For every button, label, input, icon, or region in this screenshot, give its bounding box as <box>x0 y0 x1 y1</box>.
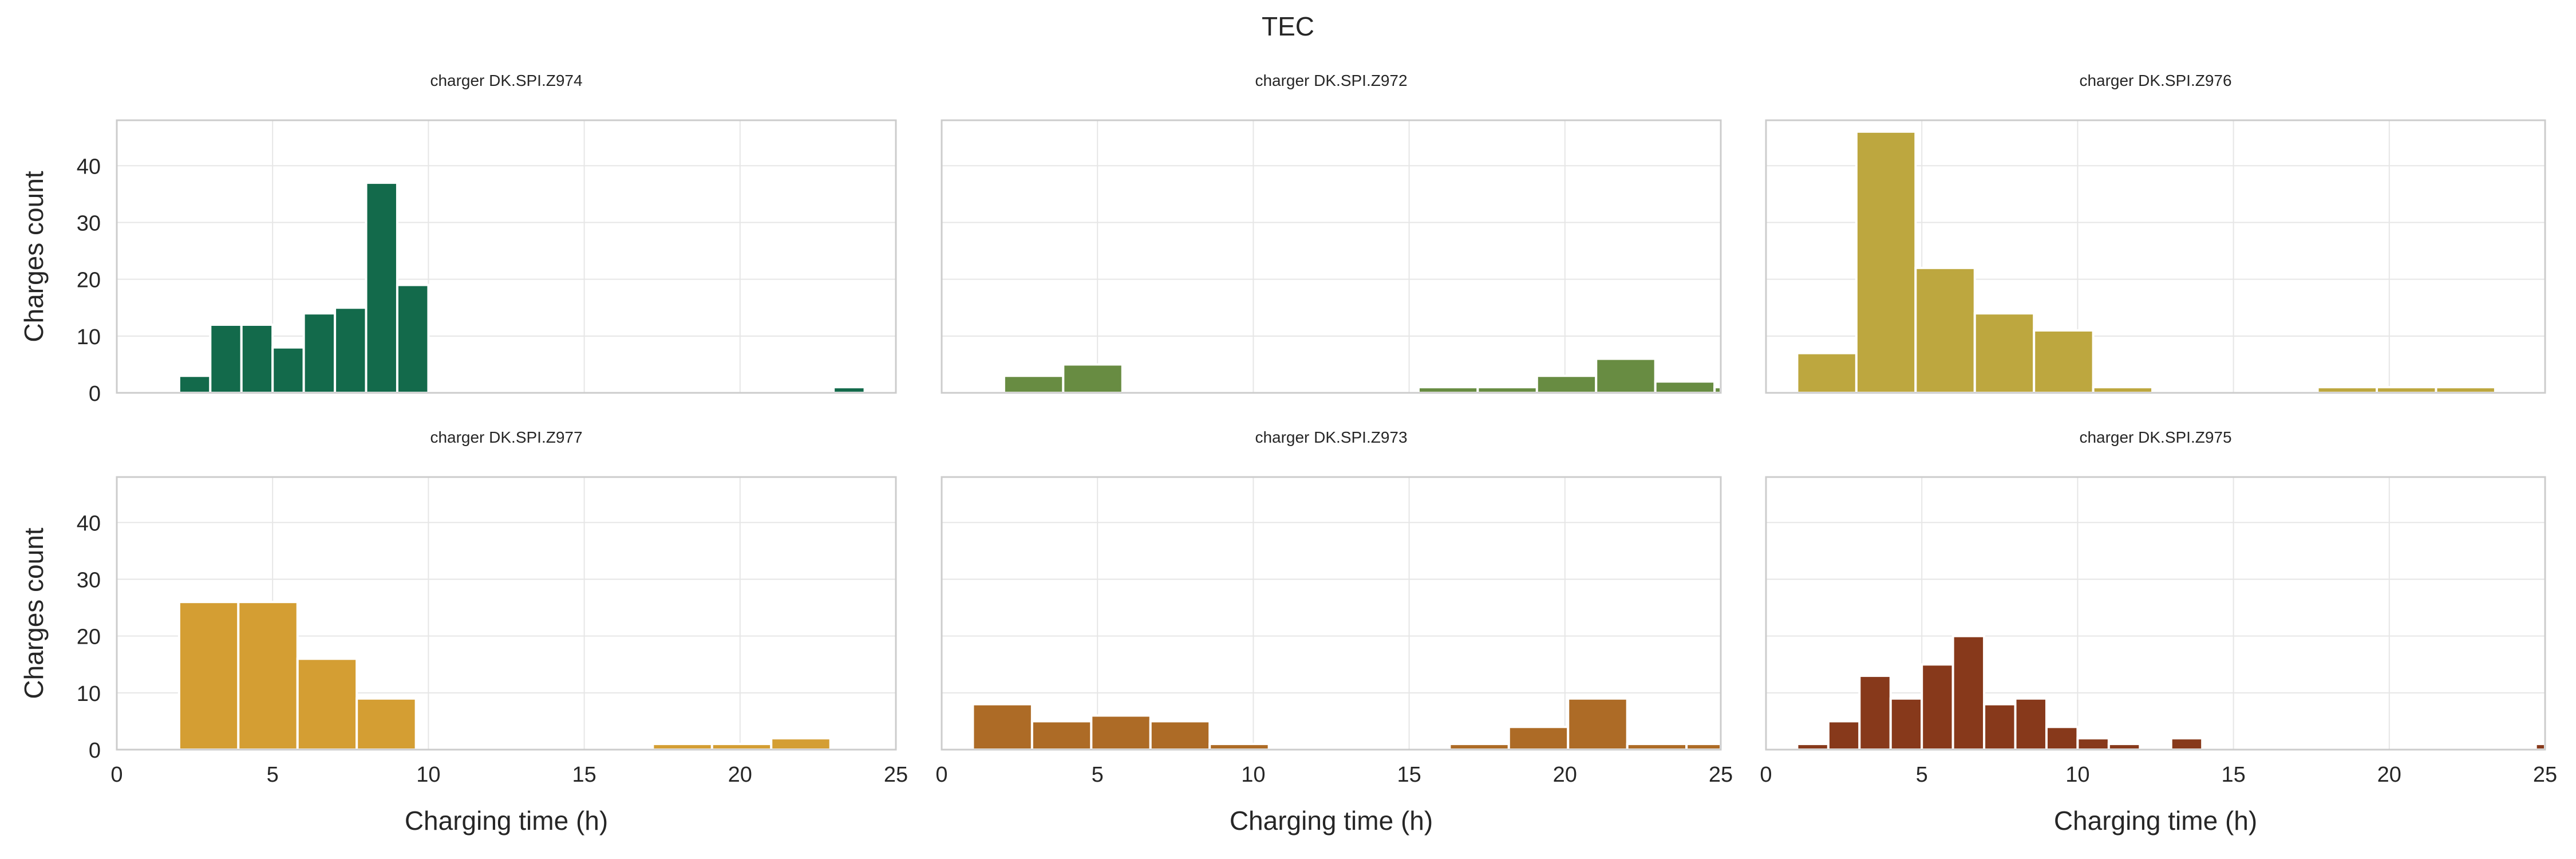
histogram-bar <box>1951 635 1986 751</box>
y-tick-label: 20 <box>77 269 101 293</box>
histogram-bar <box>1858 675 1892 751</box>
x-axis-label: Charging time (h) <box>1230 806 1433 836</box>
y-tick-label: 10 <box>77 325 101 349</box>
y-axis-label: Charges count <box>19 527 49 699</box>
histogram-bar <box>296 657 358 751</box>
histogram-bar <box>1914 266 1976 395</box>
histogram-bar <box>1002 375 1065 394</box>
plot-frame <box>116 476 897 751</box>
x-tick-label: 0 <box>1760 763 1772 787</box>
subplot: charger DK.SPI.Z973 0 5 10 15 20 25 Charging ti… <box>935 428 1733 836</box>
histogram-bar <box>770 737 832 751</box>
x-tick-label: 0 <box>110 763 123 787</box>
y-tick-label: 40 <box>77 155 101 179</box>
subplot: charger DK.SPI.Z975 0 5 10 15 20 25 Charging ti… <box>1760 428 2557 836</box>
subplot-title: charger DK.SPI.Z977 <box>430 428 582 446</box>
x-tick-label: 0 <box>935 763 947 787</box>
plot-frame <box>116 119 897 394</box>
x-tick-label: 20 <box>2377 763 2401 787</box>
histogram-bar <box>271 346 305 395</box>
y-tick-label: 0 <box>89 739 101 763</box>
x-tick-label: 10 <box>2065 763 2089 787</box>
x-tick-label: 15 <box>2221 763 2245 787</box>
subplot-title: charger DK.SPI.Z972 <box>1255 72 1407 89</box>
histogram-bar <box>1567 697 1629 751</box>
histogram-bar <box>2076 737 2110 751</box>
x-tick-label: 25 <box>2533 763 2557 787</box>
y-tick-label: 40 <box>77 511 101 535</box>
x-tick-label: 15 <box>1397 763 1421 787</box>
x-axis-label: Charging time (h) <box>2054 806 2257 836</box>
histogram-bar <box>1535 375 1598 394</box>
histogram-bar <box>1796 352 1858 394</box>
x-tick-label: 25 <box>884 763 908 787</box>
histogram-bar <box>302 312 337 395</box>
y-tick-label: 30 <box>77 212 101 236</box>
plot-frame <box>1765 476 2546 751</box>
histogram-bar <box>2014 697 2048 751</box>
histogram-bar <box>209 324 243 394</box>
subplot: charger DK.SPI.Z977 0 10 20 30 40 Charges coun… <box>19 428 908 836</box>
x-tick-label: 20 <box>728 763 752 787</box>
x-tick-label: 5 <box>267 763 279 787</box>
histogram-bar <box>1889 697 1923 751</box>
histogram-bar <box>1030 720 1093 751</box>
histogram-bar <box>240 324 274 394</box>
plot-frame <box>941 476 1722 751</box>
plot-frame <box>1765 119 2546 394</box>
histogram-bar <box>1973 312 2036 395</box>
histogram-bar <box>1090 714 1152 751</box>
histogram-bar <box>1827 720 1861 751</box>
histogram-bar <box>177 601 240 751</box>
histogram-bar <box>2033 329 2095 395</box>
histogram-bar <box>365 182 398 394</box>
y-tick-label: 0 <box>89 382 101 406</box>
subplot-title: charger DK.SPI.Z973 <box>1255 428 1407 446</box>
histogram-bar <box>1149 720 1211 751</box>
histogram-bar <box>237 601 299 751</box>
subplot: charger DK.SPI.Z976 <box>1765 72 2546 395</box>
figure-title: TEC <box>1262 11 1314 41</box>
plot-frame <box>941 119 1722 394</box>
subplot: charger DK.SPI.Z972 <box>941 72 1722 395</box>
histogram-bar <box>355 697 417 751</box>
subplot-title: charger DK.SPI.Z976 <box>2079 72 2231 89</box>
subplot: charger DK.SPI.Z974 0 10 20 30 40 Charges coun… <box>19 72 897 406</box>
y-tick-label: 30 <box>77 569 101 593</box>
subplot-title: charger DK.SPI.Z975 <box>2079 428 2231 446</box>
histogram-bar <box>396 283 430 395</box>
histogram-bar <box>1921 663 1954 751</box>
x-tick-label: 10 <box>416 763 440 787</box>
histogram-bar <box>2045 726 2079 751</box>
x-tick-label: 5 <box>1916 763 1928 787</box>
histogram-bar <box>1595 357 1657 394</box>
x-axis-label: Charging time (h) <box>405 806 608 836</box>
subplot-title: charger DK.SPI.Z974 <box>430 72 582 89</box>
x-tick-label: 10 <box>1241 763 1265 787</box>
x-tick-label: 25 <box>1709 763 1733 787</box>
subplot-grid: charger DK.SPI.Z974 0 10 20 30 40 Charges coun… <box>19 72 2557 836</box>
histogram-bar <box>1983 703 2017 751</box>
histogram-bar <box>334 306 368 394</box>
x-tick-label: 15 <box>572 763 596 787</box>
histogram-bar <box>177 375 212 394</box>
histogram-bar <box>1062 363 1124 395</box>
histogram-bar <box>971 703 1033 751</box>
x-tick-label: 5 <box>1092 763 1104 787</box>
histogram-bar <box>1507 726 1570 751</box>
histogram-bar <box>1654 380 1716 395</box>
y-axis-label: Charges count <box>19 171 49 342</box>
x-tick-label: 20 <box>1553 763 1577 787</box>
y-tick-label: 20 <box>77 625 101 649</box>
histogram-bar <box>2170 737 2204 751</box>
histogram-bar <box>1855 130 1917 394</box>
y-tick-label: 10 <box>77 682 101 706</box>
